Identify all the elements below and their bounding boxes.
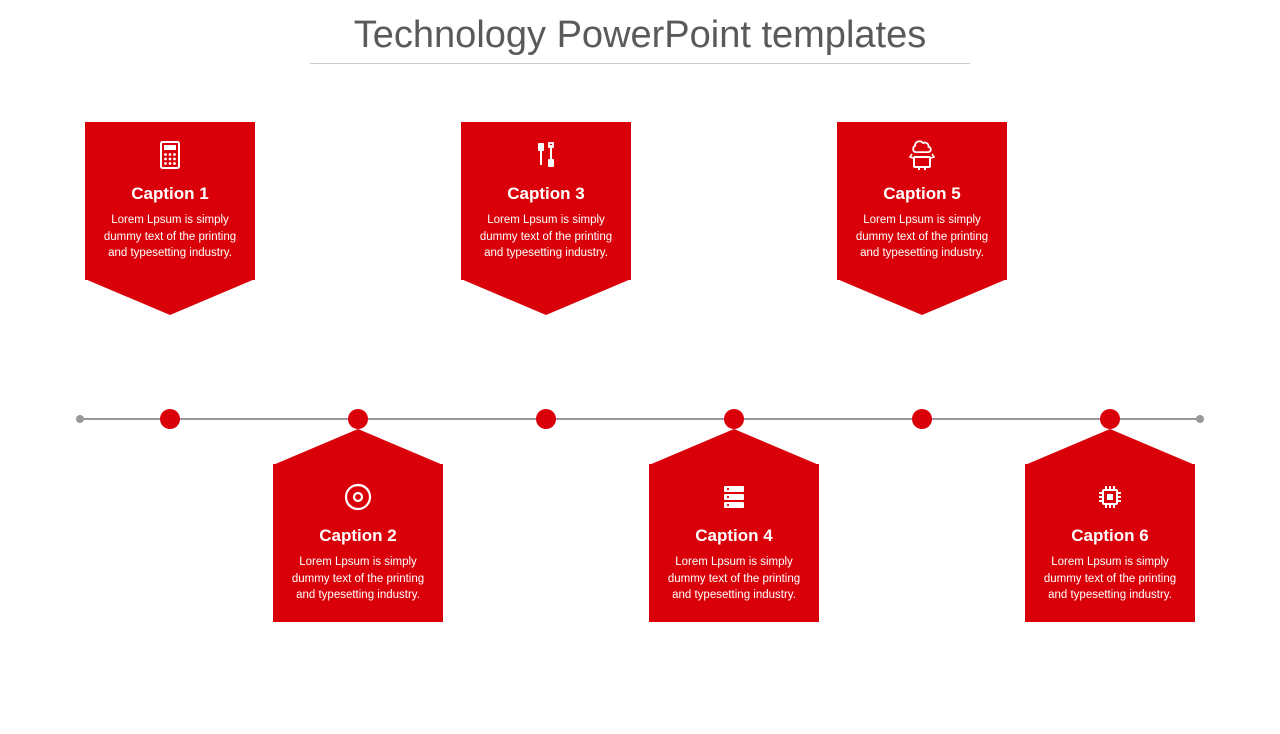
callout-description: Lorem Lpsum is simply dummy text of the … <box>95 212 245 262</box>
timeline-callout: Caption 4 Lorem Lpsum is simply dummy tex… <box>649 464 819 622</box>
callout-description: Lorem Lpsum is simply dummy text of the … <box>659 554 809 604</box>
callout-description: Lorem Lpsum is simply dummy text of the … <box>471 212 621 262</box>
timeline-end-dot-left <box>76 415 84 423</box>
callout-caption: Caption 3 <box>471 184 621 204</box>
timeline-callout: Caption 2 Lorem Lpsum is simply dummy tex… <box>273 464 443 622</box>
timeline-end-dot-right <box>1196 415 1204 423</box>
server-icon <box>659 478 809 516</box>
callout-caption: Caption 5 <box>847 184 997 204</box>
timeline-node-dot <box>348 409 368 429</box>
callout-caption: Caption 1 <box>95 184 245 204</box>
callout-description: Lorem Lpsum is simply dummy text of the … <box>283 554 433 604</box>
timeline-axis <box>80 418 1200 420</box>
timeline-node-dot <box>724 409 744 429</box>
title-underline <box>310 63 970 64</box>
chip-icon <box>1035 478 1185 516</box>
timeline-callout: Caption 3 Lorem Lpsum is simply dummy tex… <box>461 122 631 280</box>
usb-cable-icon <box>471 136 621 174</box>
callout-description: Lorem Lpsum is simply dummy text of the … <box>1035 554 1185 604</box>
disc-icon <box>283 478 433 516</box>
timeline-callout: Caption 5 Lorem Lpsum is simply dummy tex… <box>837 122 1007 280</box>
calculator-icon <box>95 136 245 174</box>
timeline-callout: Caption 6 Lorem Lpsum is simply dummy tex… <box>1025 464 1195 622</box>
callout-caption: Caption 2 <box>283 526 433 546</box>
timeline-node-dot <box>1100 409 1120 429</box>
timeline-node-dot <box>536 409 556 429</box>
callout-description: Lorem Lpsum is simply dummy text of the … <box>847 212 997 262</box>
timeline-node-dot <box>160 409 180 429</box>
timeline-node-dot <box>912 409 932 429</box>
callout-caption: Caption 6 <box>1035 526 1185 546</box>
callout-caption: Caption 4 <box>659 526 809 546</box>
timeline-callout: Caption 1 Lorem Lpsum is simply dummy tex… <box>85 122 255 280</box>
slide-title: Technology PowerPoint templates <box>0 14 1280 63</box>
cloud-sync-icon <box>847 136 997 174</box>
